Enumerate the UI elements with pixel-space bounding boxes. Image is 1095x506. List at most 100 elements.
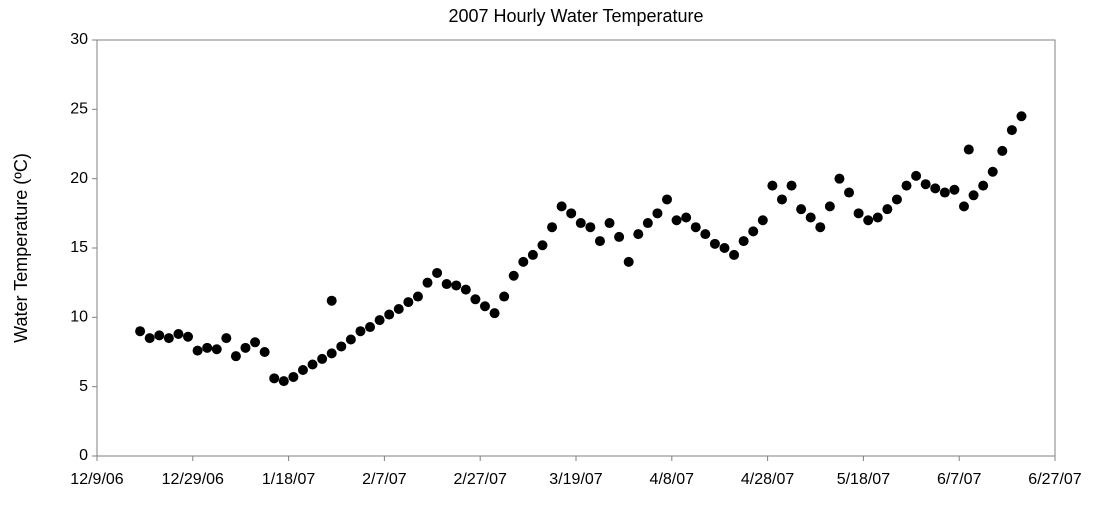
data-point xyxy=(173,328,184,339)
x-tick-label: 6/7/07 xyxy=(937,471,982,488)
data-point xyxy=(594,236,605,247)
y-tick-label: 5 xyxy=(79,378,88,395)
data-point xyxy=(805,212,816,223)
data-point xyxy=(336,341,347,352)
data-point xyxy=(422,277,433,288)
data-point xyxy=(939,187,950,198)
data-point xyxy=(719,243,730,253)
data-point xyxy=(135,326,146,337)
data-point xyxy=(317,353,328,364)
data-point xyxy=(460,284,471,295)
data-point xyxy=(412,291,423,302)
data-point xyxy=(470,294,481,305)
data-point xyxy=(882,204,893,215)
y-tick-label: 20 xyxy=(70,170,88,187)
y-tick-label: 25 xyxy=(70,101,88,118)
y-tick-label: 15 xyxy=(70,239,88,256)
data-point xyxy=(662,194,673,205)
data-point xyxy=(729,249,740,260)
data-point xyxy=(681,212,692,223)
data-point xyxy=(987,166,998,177)
data-point xyxy=(930,183,941,194)
data-point xyxy=(163,333,174,344)
x-tick-label: 4/28/07 xyxy=(741,471,794,488)
data-point xyxy=(192,345,203,356)
data-point xyxy=(556,201,567,212)
data-point xyxy=(221,333,232,344)
data-point xyxy=(920,179,931,190)
data-point xyxy=(183,331,194,342)
x-tick-label: 4/8/07 xyxy=(650,471,695,488)
data-point xyxy=(604,218,615,229)
data-point xyxy=(250,337,261,348)
data-point xyxy=(1016,111,1027,122)
data-point xyxy=(863,215,874,226)
x-tick-label: 5/18/07 xyxy=(837,471,890,488)
data-point xyxy=(451,280,462,291)
data-point xyxy=(384,309,395,320)
data-point xyxy=(901,180,912,191)
data-point xyxy=(709,238,720,249)
data-point xyxy=(575,218,586,229)
x-tick-label: 2/27/07 xyxy=(454,471,507,488)
data-point xyxy=(326,348,337,359)
data-point xyxy=(776,194,787,205)
data-point xyxy=(508,270,519,281)
data-point xyxy=(211,344,222,355)
data-point xyxy=(307,359,318,370)
data-point xyxy=(700,229,711,240)
data-point xyxy=(767,180,778,191)
data-point xyxy=(614,231,625,242)
x-tick-label: 12/9/06 xyxy=(70,471,123,488)
y-tick-label: 30 xyxy=(70,31,88,48)
data-point xyxy=(853,208,864,219)
data-point xyxy=(891,194,902,205)
chart-title: 2007 Hourly Water Temperature xyxy=(448,6,703,26)
x-tick-label: 2/7/07 xyxy=(362,471,407,488)
data-point xyxy=(345,334,356,345)
data-point xyxy=(872,212,883,223)
data-point xyxy=(738,236,749,247)
data-point xyxy=(968,190,979,201)
x-tick-label: 1/18/07 xyxy=(262,471,315,488)
data-point xyxy=(997,145,1008,156)
data-point xyxy=(441,279,452,290)
x-tick-label: 12/29/06 xyxy=(162,471,224,488)
data-point xyxy=(297,365,308,376)
data-point xyxy=(374,315,385,326)
data-point xyxy=(963,144,974,155)
data-point xyxy=(547,222,558,233)
data-point xyxy=(642,218,653,229)
data-point xyxy=(278,376,289,387)
data-point xyxy=(230,351,241,362)
data-point xyxy=(432,267,443,278)
y-axis-label: Water Temperature (ºC) xyxy=(11,153,31,343)
data-point xyxy=(844,187,855,198)
data-point xyxy=(978,180,989,191)
x-tick-label: 3/19/07 xyxy=(549,471,602,488)
data-point xyxy=(757,215,768,226)
data-point xyxy=(537,240,548,251)
data-point xyxy=(202,342,213,353)
data-point xyxy=(393,304,404,315)
data-point xyxy=(585,222,596,233)
data-point xyxy=(824,201,835,212)
data-point xyxy=(489,308,500,319)
data-point xyxy=(1006,125,1017,136)
data-point xyxy=(326,295,337,306)
data-point xyxy=(365,322,376,333)
data-point xyxy=(690,222,701,233)
data-point xyxy=(144,333,155,344)
data-point xyxy=(269,373,280,384)
data-point xyxy=(479,301,490,312)
data-point xyxy=(403,297,414,308)
data-point xyxy=(834,173,845,184)
data-point xyxy=(355,326,366,337)
data-point xyxy=(671,215,682,226)
data-point xyxy=(633,229,644,240)
data-point xyxy=(958,201,969,212)
data-point xyxy=(499,291,510,302)
data-point xyxy=(815,222,826,233)
x-tick-label: 6/27/07 xyxy=(1028,471,1081,488)
